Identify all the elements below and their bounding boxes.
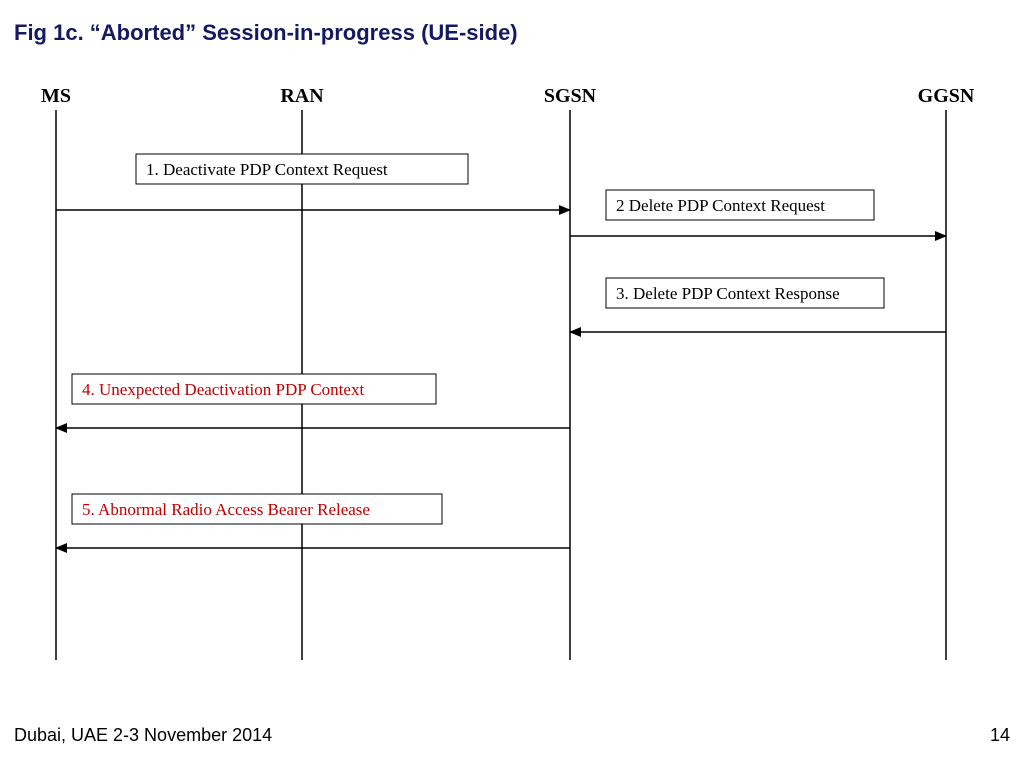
message-label-2: 2 Delete PDP Context Request bbox=[616, 196, 825, 215]
slide: Fig 1c. “Aborted” Session-in-progress (U… bbox=[0, 0, 1024, 768]
lifeline-label-ggsn: GGSN bbox=[918, 85, 975, 107]
footer-location: Dubai, UAE 2-3 November 2014 bbox=[14, 725, 272, 746]
message-label-5: 5. Abnormal Radio Access Bearer Release bbox=[82, 500, 370, 519]
message-label-3: 3. Delete PDP Context Response bbox=[616, 284, 840, 303]
lifeline-label-sgsn: SGSN bbox=[544, 85, 597, 107]
message-label-4: 4. Unexpected Deactivation PDP Context bbox=[82, 380, 364, 399]
sequence-diagram: MS RAN SGSN GGSN 1. Deactivate PDP Context R… bbox=[30, 78, 990, 668]
page-number: 14 bbox=[990, 725, 1010, 746]
lifeline-label-ran: RAN bbox=[280, 85, 324, 107]
lifeline-label-ms: MS bbox=[41, 85, 71, 107]
figure-title: Fig 1c. “Aborted” Session-in-progress (U… bbox=[14, 20, 518, 46]
message-label-1: 1. Deactivate PDP Context Request bbox=[146, 160, 388, 179]
